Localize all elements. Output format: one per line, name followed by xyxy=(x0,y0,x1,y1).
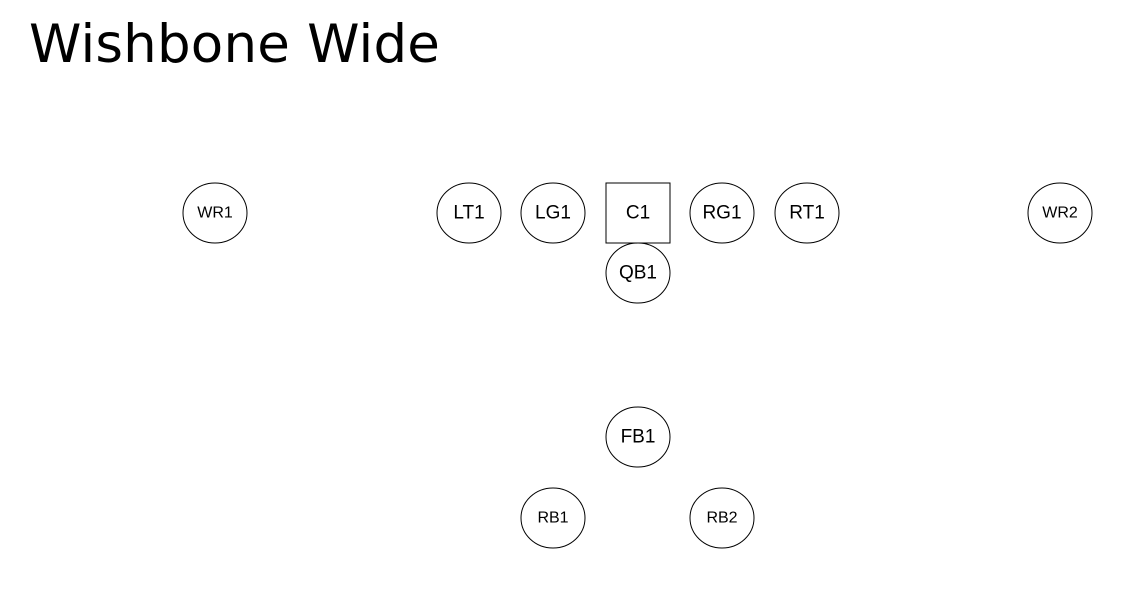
player-rt1-circle xyxy=(774,182,840,244)
player-fb1: FB1 xyxy=(605,406,671,468)
player-wr1-label: WR1 xyxy=(197,205,233,222)
player-wr2-circle xyxy=(1027,182,1093,244)
player-wr1-circle xyxy=(182,182,248,244)
player-rb1-label: RB1 xyxy=(537,510,568,527)
player-c1: C1 xyxy=(605,182,671,244)
player-rb1-circle xyxy=(520,487,586,549)
player-wr2-label: WR2 xyxy=(1042,205,1078,222)
player-rt1-label: RT1 xyxy=(789,203,825,224)
player-rg1-circle xyxy=(689,182,755,244)
player-lt1-circle xyxy=(436,182,502,244)
diagram-title: Wishbone Wide xyxy=(29,14,441,75)
player-lt1: LT1 xyxy=(436,182,502,244)
player-rb1: RB1 xyxy=(520,487,586,549)
player-lt1-label: LT1 xyxy=(453,203,484,224)
player-fb1-circle xyxy=(605,406,671,468)
player-c1-label: C1 xyxy=(626,203,650,224)
player-qb1-circle xyxy=(605,242,671,304)
player-wr2: WR2 xyxy=(1027,182,1093,244)
player-rb2-label: RB2 xyxy=(706,510,737,527)
player-rg1-label: RG1 xyxy=(702,203,741,224)
player-lg1-circle xyxy=(520,182,586,244)
player-rb2-circle xyxy=(689,487,755,549)
player-lg1: LG1 xyxy=(520,182,586,244)
player-c1-square xyxy=(605,182,671,244)
player-rt1: RT1 xyxy=(774,182,840,244)
player-qb1: QB1 xyxy=(605,242,671,304)
player-qb1-label: QB1 xyxy=(619,263,657,284)
player-rg1: RG1 xyxy=(689,182,755,244)
player-lg1-label: LG1 xyxy=(535,203,571,224)
player-rb2: RB2 xyxy=(689,487,755,549)
player-fb1-label: FB1 xyxy=(621,427,656,448)
player-wr1: WR1 xyxy=(182,182,248,244)
